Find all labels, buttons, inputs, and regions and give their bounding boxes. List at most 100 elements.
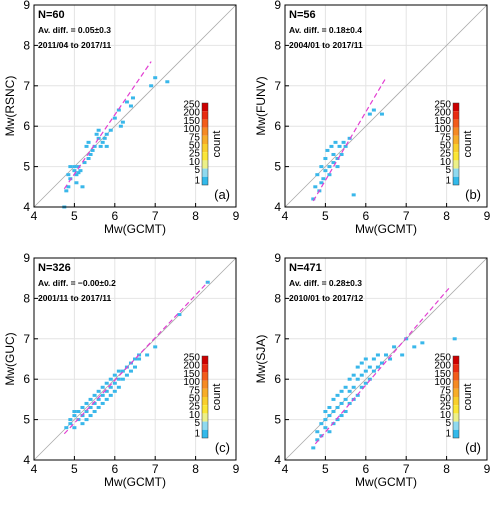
x-tick-label: 4 — [31, 209, 38, 223]
colorbar-segment — [453, 135, 459, 144]
data-point — [371, 108, 376, 112]
colorbar-segment — [202, 144, 208, 153]
colorbar-segment — [453, 168, 459, 177]
colorbar-tick-label: 5 — [445, 418, 451, 429]
data-point — [133, 357, 137, 361]
colorbar-tick-label: 100 — [183, 124, 200, 135]
data-point — [104, 132, 109, 136]
data-point — [379, 112, 384, 116]
colorbar-tick-label: 50 — [189, 141, 201, 152]
colorbar-frame — [452, 355, 460, 439]
data-point — [94, 132, 99, 136]
y-tick-label: 7 — [23, 79, 30, 93]
data-point — [327, 430, 332, 434]
data-point — [88, 397, 93, 401]
data-point — [388, 357, 393, 361]
colorbar-tick-label: 75 — [440, 385, 452, 396]
period-annotation: 2004/01 to 2017/11 — [289, 40, 363, 50]
colorbar-tick-label: 50 — [440, 394, 452, 405]
data-point — [355, 365, 360, 369]
colorbar-segment — [202, 127, 208, 136]
data-point — [68, 418, 73, 422]
data-point — [116, 377, 121, 381]
y-tick-label: 4 — [23, 200, 30, 214]
colorbar-segment — [453, 119, 459, 128]
panel-letter: (b) — [465, 187, 481, 202]
data-point — [363, 357, 368, 361]
colorbar-segment — [453, 144, 459, 153]
data-point — [92, 144, 97, 148]
data-point — [351, 385, 356, 389]
panel-letter: (c) — [215, 440, 230, 455]
colorbar-segment — [202, 405, 208, 414]
data-point — [367, 365, 372, 369]
period-annotation: 2011/04 to 2017/11 — [38, 40, 112, 50]
data-point — [379, 361, 384, 365]
data-point — [351, 373, 356, 377]
y-tick-label: 9 — [23, 251, 30, 265]
y-tick-label: 6 — [274, 119, 281, 133]
data-point — [84, 418, 89, 422]
colorbar-tick-label: 200 — [183, 361, 200, 372]
colorbar-segment — [453, 103, 459, 112]
colorbar-tick-label: 100 — [434, 377, 451, 388]
data-point — [321, 177, 326, 181]
x-tick-label: 8 — [192, 209, 199, 223]
y-tick-label: 5 — [274, 160, 281, 174]
colorbar-segment — [453, 397, 459, 406]
colorbar-segment — [453, 413, 459, 422]
x-tick-label: 6 — [111, 209, 118, 223]
data-point — [72, 165, 77, 169]
data-point — [323, 169, 328, 173]
data-point — [347, 389, 352, 393]
colorbar-tick-label: 250 — [434, 353, 451, 364]
data-point — [367, 377, 372, 381]
y-tick-label: 8 — [23, 38, 30, 52]
difference-annotation: Av. diff. = −0.00±0.2 — [38, 278, 116, 288]
colorbar-segment — [453, 176, 459, 185]
colorbar-tick-label: 100 — [183, 377, 200, 388]
data-point — [315, 173, 320, 177]
colorbar-tick-label: 10 — [189, 157, 201, 168]
data-point — [339, 414, 344, 418]
x-tick-label: 7 — [152, 462, 159, 476]
x-tick-label: 8 — [443, 462, 450, 476]
y-tick-label: 4 — [274, 453, 281, 467]
data-point — [120, 120, 125, 124]
colorbar-segment — [453, 405, 459, 414]
data-point — [331, 161, 336, 165]
colorbar-segment — [202, 160, 208, 169]
x-tick-label: 4 — [282, 209, 289, 223]
data-point — [392, 345, 397, 349]
colorbar-segment — [202, 388, 208, 397]
colorbar-tick-label: 10 — [440, 157, 452, 168]
data-point — [84, 401, 89, 405]
data-point — [102, 136, 107, 140]
x-tick-label: 8 — [192, 462, 199, 476]
data-point — [347, 401, 352, 405]
data-point — [347, 377, 352, 381]
data-point — [319, 181, 324, 185]
data-point — [335, 165, 340, 169]
period-annotation: 2010/01 to 2017/12 — [289, 293, 363, 303]
colorbar-tick-label: 150 — [434, 369, 451, 380]
data-point — [80, 185, 85, 189]
data-point — [315, 430, 320, 434]
colorbar-segment — [453, 364, 459, 373]
colorbar-frame — [201, 355, 209, 439]
y-tick-label: 8 — [274, 291, 281, 305]
data-point — [343, 385, 348, 389]
data-point — [88, 405, 93, 409]
data-point — [327, 405, 332, 409]
x-axis-label: Mw(GCMT) — [355, 475, 417, 489]
colorbar-segment — [202, 111, 208, 120]
data-point — [319, 422, 324, 426]
colorbar-label: count — [211, 384, 223, 411]
x-tick-label: 5 — [322, 462, 329, 476]
fit-line — [63, 61, 152, 190]
plot-frame — [284, 257, 488, 461]
data-point — [72, 426, 77, 430]
data-point — [359, 361, 364, 365]
y-tick-label: 4 — [274, 200, 281, 214]
colorbar-tick-label: 75 — [189, 132, 201, 143]
